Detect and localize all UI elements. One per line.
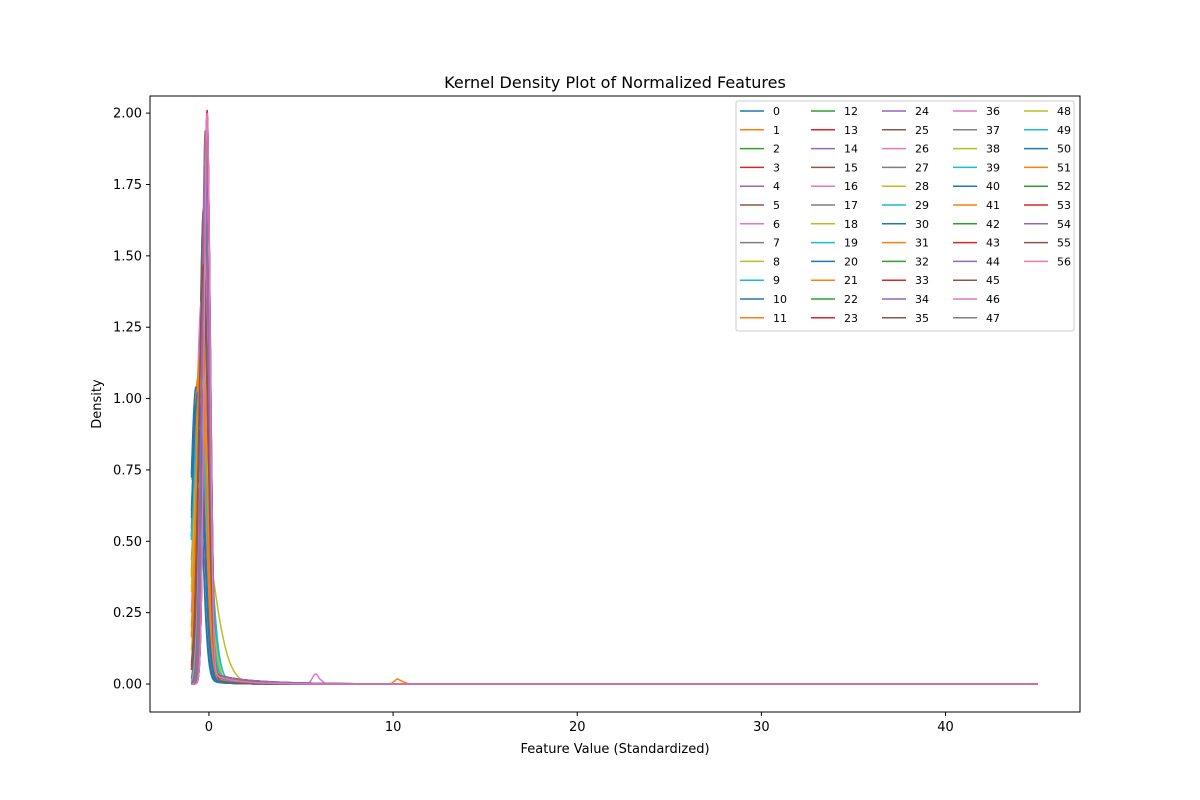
legend-label: 26: [915, 143, 929, 156]
legend-label: 24: [915, 105, 929, 118]
legend-label: 55: [1057, 237, 1071, 250]
legend-label: 54: [1057, 218, 1071, 231]
chart-title: Kernel Density Plot of Normalized Featur…: [444, 73, 786, 92]
legend-label: 27: [915, 161, 929, 174]
y-axis-label: Density: [90, 379, 105, 429]
legend-label: 39: [986, 161, 1000, 174]
legend-label: 23: [844, 312, 858, 325]
legend-label: 37: [986, 124, 1000, 137]
legend-label: 22: [844, 293, 858, 306]
legend: 0123456789101112131415161718192021222324…: [736, 101, 1074, 331]
legend-label: 32: [915, 255, 929, 268]
x-tick-label: 10: [385, 720, 402, 735]
legend-label: 41: [986, 199, 1000, 212]
legend-label: 5: [773, 199, 780, 212]
legend-label: 18: [844, 218, 858, 231]
legend-label: 12: [844, 105, 858, 118]
legend-label: 19: [844, 237, 858, 250]
legend-label: 13: [844, 124, 858, 137]
x-tick-label: 20: [569, 720, 586, 735]
legend-label: 47: [986, 312, 1000, 325]
y-tick-label: 2.00: [113, 107, 142, 122]
legend-label: 50: [1057, 143, 1071, 156]
legend-label: 53: [1057, 199, 1071, 212]
x-tick-label: 30: [753, 720, 770, 735]
legend-label: 46: [986, 293, 1000, 306]
legend-label: 56: [1057, 255, 1071, 268]
legend-label: 51: [1057, 161, 1071, 174]
legend-label: 30: [915, 218, 929, 231]
y-tick-label: 0.25: [113, 606, 142, 621]
legend-label: 14: [844, 143, 858, 156]
legend-label: 8: [773, 255, 780, 268]
legend-label: 44: [986, 255, 1000, 268]
legend-label: 11: [773, 312, 787, 325]
legend-label: 17: [844, 199, 858, 212]
legend-label: 20: [844, 255, 858, 268]
legend-label: 49: [1057, 124, 1071, 137]
legend-label: 3: [773, 161, 780, 174]
legend-label: 42: [986, 218, 1000, 231]
legend-label: 33: [915, 274, 929, 287]
legend-label: 45: [986, 274, 1000, 287]
legend-label: 16: [844, 180, 858, 193]
legend-label: 6: [773, 218, 780, 231]
legend-label: 21: [844, 274, 858, 287]
x-tick-label: 0: [205, 720, 213, 735]
legend-label: 48: [1057, 105, 1071, 118]
legend-label: 38: [986, 143, 1000, 156]
y-tick-label: 0.75: [113, 463, 142, 478]
y-tick-label: 1.75: [113, 178, 142, 193]
legend-label: 7: [773, 237, 780, 250]
legend-label: 4: [773, 180, 780, 193]
legend-label: 1: [773, 124, 780, 137]
legend-label: 29: [915, 199, 929, 212]
y-tick-label: 0.50: [113, 535, 142, 550]
x-axis-label: Feature Value (Standardized): [520, 742, 709, 757]
legend-label: 28: [915, 180, 929, 193]
legend-label: 34: [915, 293, 929, 306]
legend-label: 35: [915, 312, 929, 325]
legend-label: 52: [1057, 180, 1071, 193]
y-tick-label: 0.00: [113, 678, 142, 693]
legend-label: 15: [844, 161, 858, 174]
y-tick-label: 1.50: [113, 249, 142, 264]
legend-label: 9: [773, 274, 780, 287]
y-tick-label: 1.25: [113, 321, 142, 336]
legend-label: 0: [773, 105, 780, 118]
x-tick-label: 40: [937, 720, 954, 735]
legend-label: 43: [986, 237, 1000, 250]
legend-label: 40: [986, 180, 1000, 193]
legend-label: 10: [773, 293, 787, 306]
legend-label: 31: [915, 237, 929, 250]
legend-label: 2: [773, 143, 780, 156]
legend-label: 25: [915, 124, 929, 137]
y-tick-label: 1.00: [113, 392, 142, 407]
legend-label: 36: [986, 105, 1000, 118]
